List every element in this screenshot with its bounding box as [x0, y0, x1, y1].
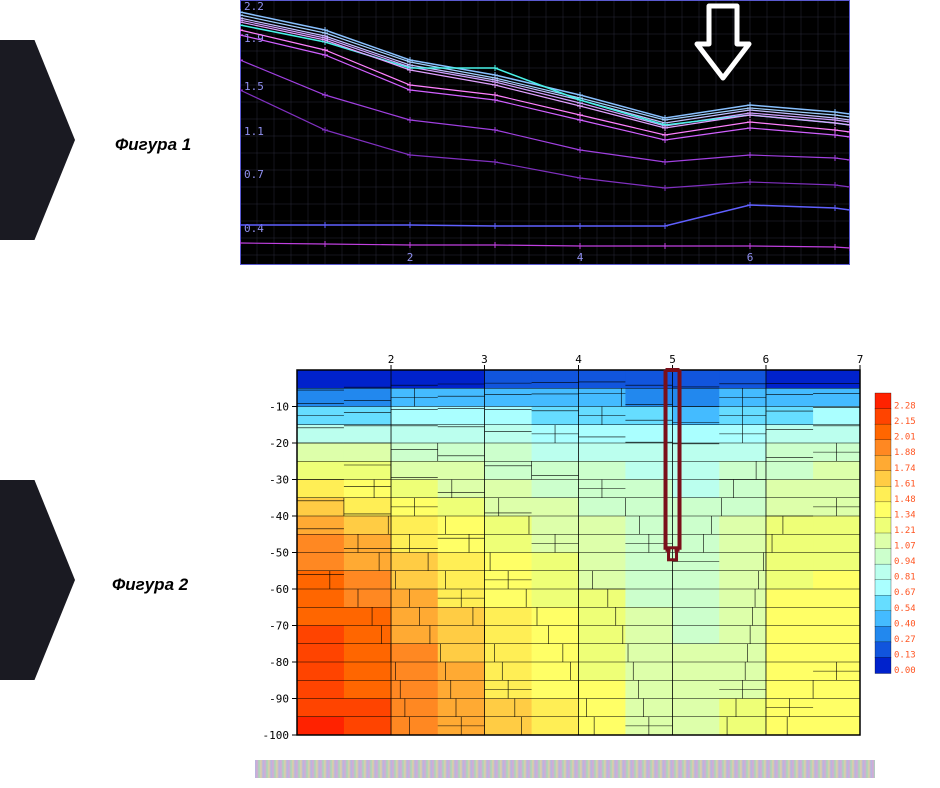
svg-text:0.27: 0.27 [894, 635, 915, 645]
svg-text:4: 4 [575, 355, 582, 366]
svg-text:2: 2 [407, 251, 414, 264]
svg-text:5: 5 [669, 355, 676, 366]
svg-text:1.61: 1.61 [894, 479, 915, 489]
svg-text:2.28: 2.28 [894, 402, 915, 412]
svg-text:2.2: 2.2 [244, 0, 264, 13]
figure-1-label: Фигура 1 [115, 135, 191, 155]
svg-text:2.15: 2.15 [894, 417, 915, 427]
svg-text:1.21: 1.21 [894, 526, 915, 536]
svg-text:1.1: 1.1 [244, 125, 264, 138]
svg-text:3: 3 [481, 355, 488, 366]
svg-text:7: 7 [857, 355, 864, 366]
noise-strip [255, 760, 875, 778]
svg-text:0.7: 0.7 [244, 168, 264, 181]
figure-1-line-chart: 2.21.91.51.10.70.4246 [240, 0, 850, 265]
svg-text:0.4: 0.4 [244, 222, 264, 235]
svg-text:-60: -60 [269, 583, 289, 596]
svg-text:0.13: 0.13 [894, 650, 915, 660]
svg-text:6: 6 [747, 251, 754, 264]
svg-text:-70: -70 [269, 620, 289, 633]
svg-text:-90: -90 [269, 693, 289, 706]
svg-text:1.07: 1.07 [894, 542, 915, 552]
svg-text:1.34: 1.34 [894, 510, 915, 520]
svg-text:-80: -80 [269, 656, 289, 669]
pentagon-marker-1 [0, 40, 75, 240]
svg-text:0.00: 0.00 [894, 666, 915, 676]
svg-text:2: 2 [388, 355, 395, 366]
svg-text:0.54: 0.54 [894, 604, 915, 614]
figure-2-label: Фигура 2 [112, 575, 188, 595]
svg-text:-50: -50 [269, 547, 289, 560]
svg-text:1.88: 1.88 [894, 448, 915, 458]
pentagon-marker-2 [0, 480, 75, 680]
svg-text:4: 4 [577, 251, 584, 264]
svg-text:0.67: 0.67 [894, 588, 915, 598]
svg-text:6: 6 [763, 355, 770, 366]
svg-text:2.01: 2.01 [894, 433, 915, 443]
svg-text:0.94: 0.94 [894, 557, 915, 567]
svg-text:-30: -30 [269, 474, 289, 487]
svg-text:-10: -10 [269, 401, 289, 414]
svg-text:-40: -40 [269, 510, 289, 523]
svg-text:-100: -100 [263, 729, 290, 740]
figure-2-heatmap: 2 3 4 5 6 7 -10 -20 -30 -40 -50 -60 -70 -80 -90 -100 2.2… [255, 355, 915, 740]
svg-text:0.40: 0.40 [894, 619, 915, 629]
svg-text:1.5: 1.5 [244, 80, 264, 93]
svg-text:-20: -20 [269, 437, 289, 450]
svg-text:0.81: 0.81 [894, 573, 915, 583]
svg-text:1.74: 1.74 [894, 464, 915, 474]
svg-text:1.48: 1.48 [894, 495, 915, 505]
